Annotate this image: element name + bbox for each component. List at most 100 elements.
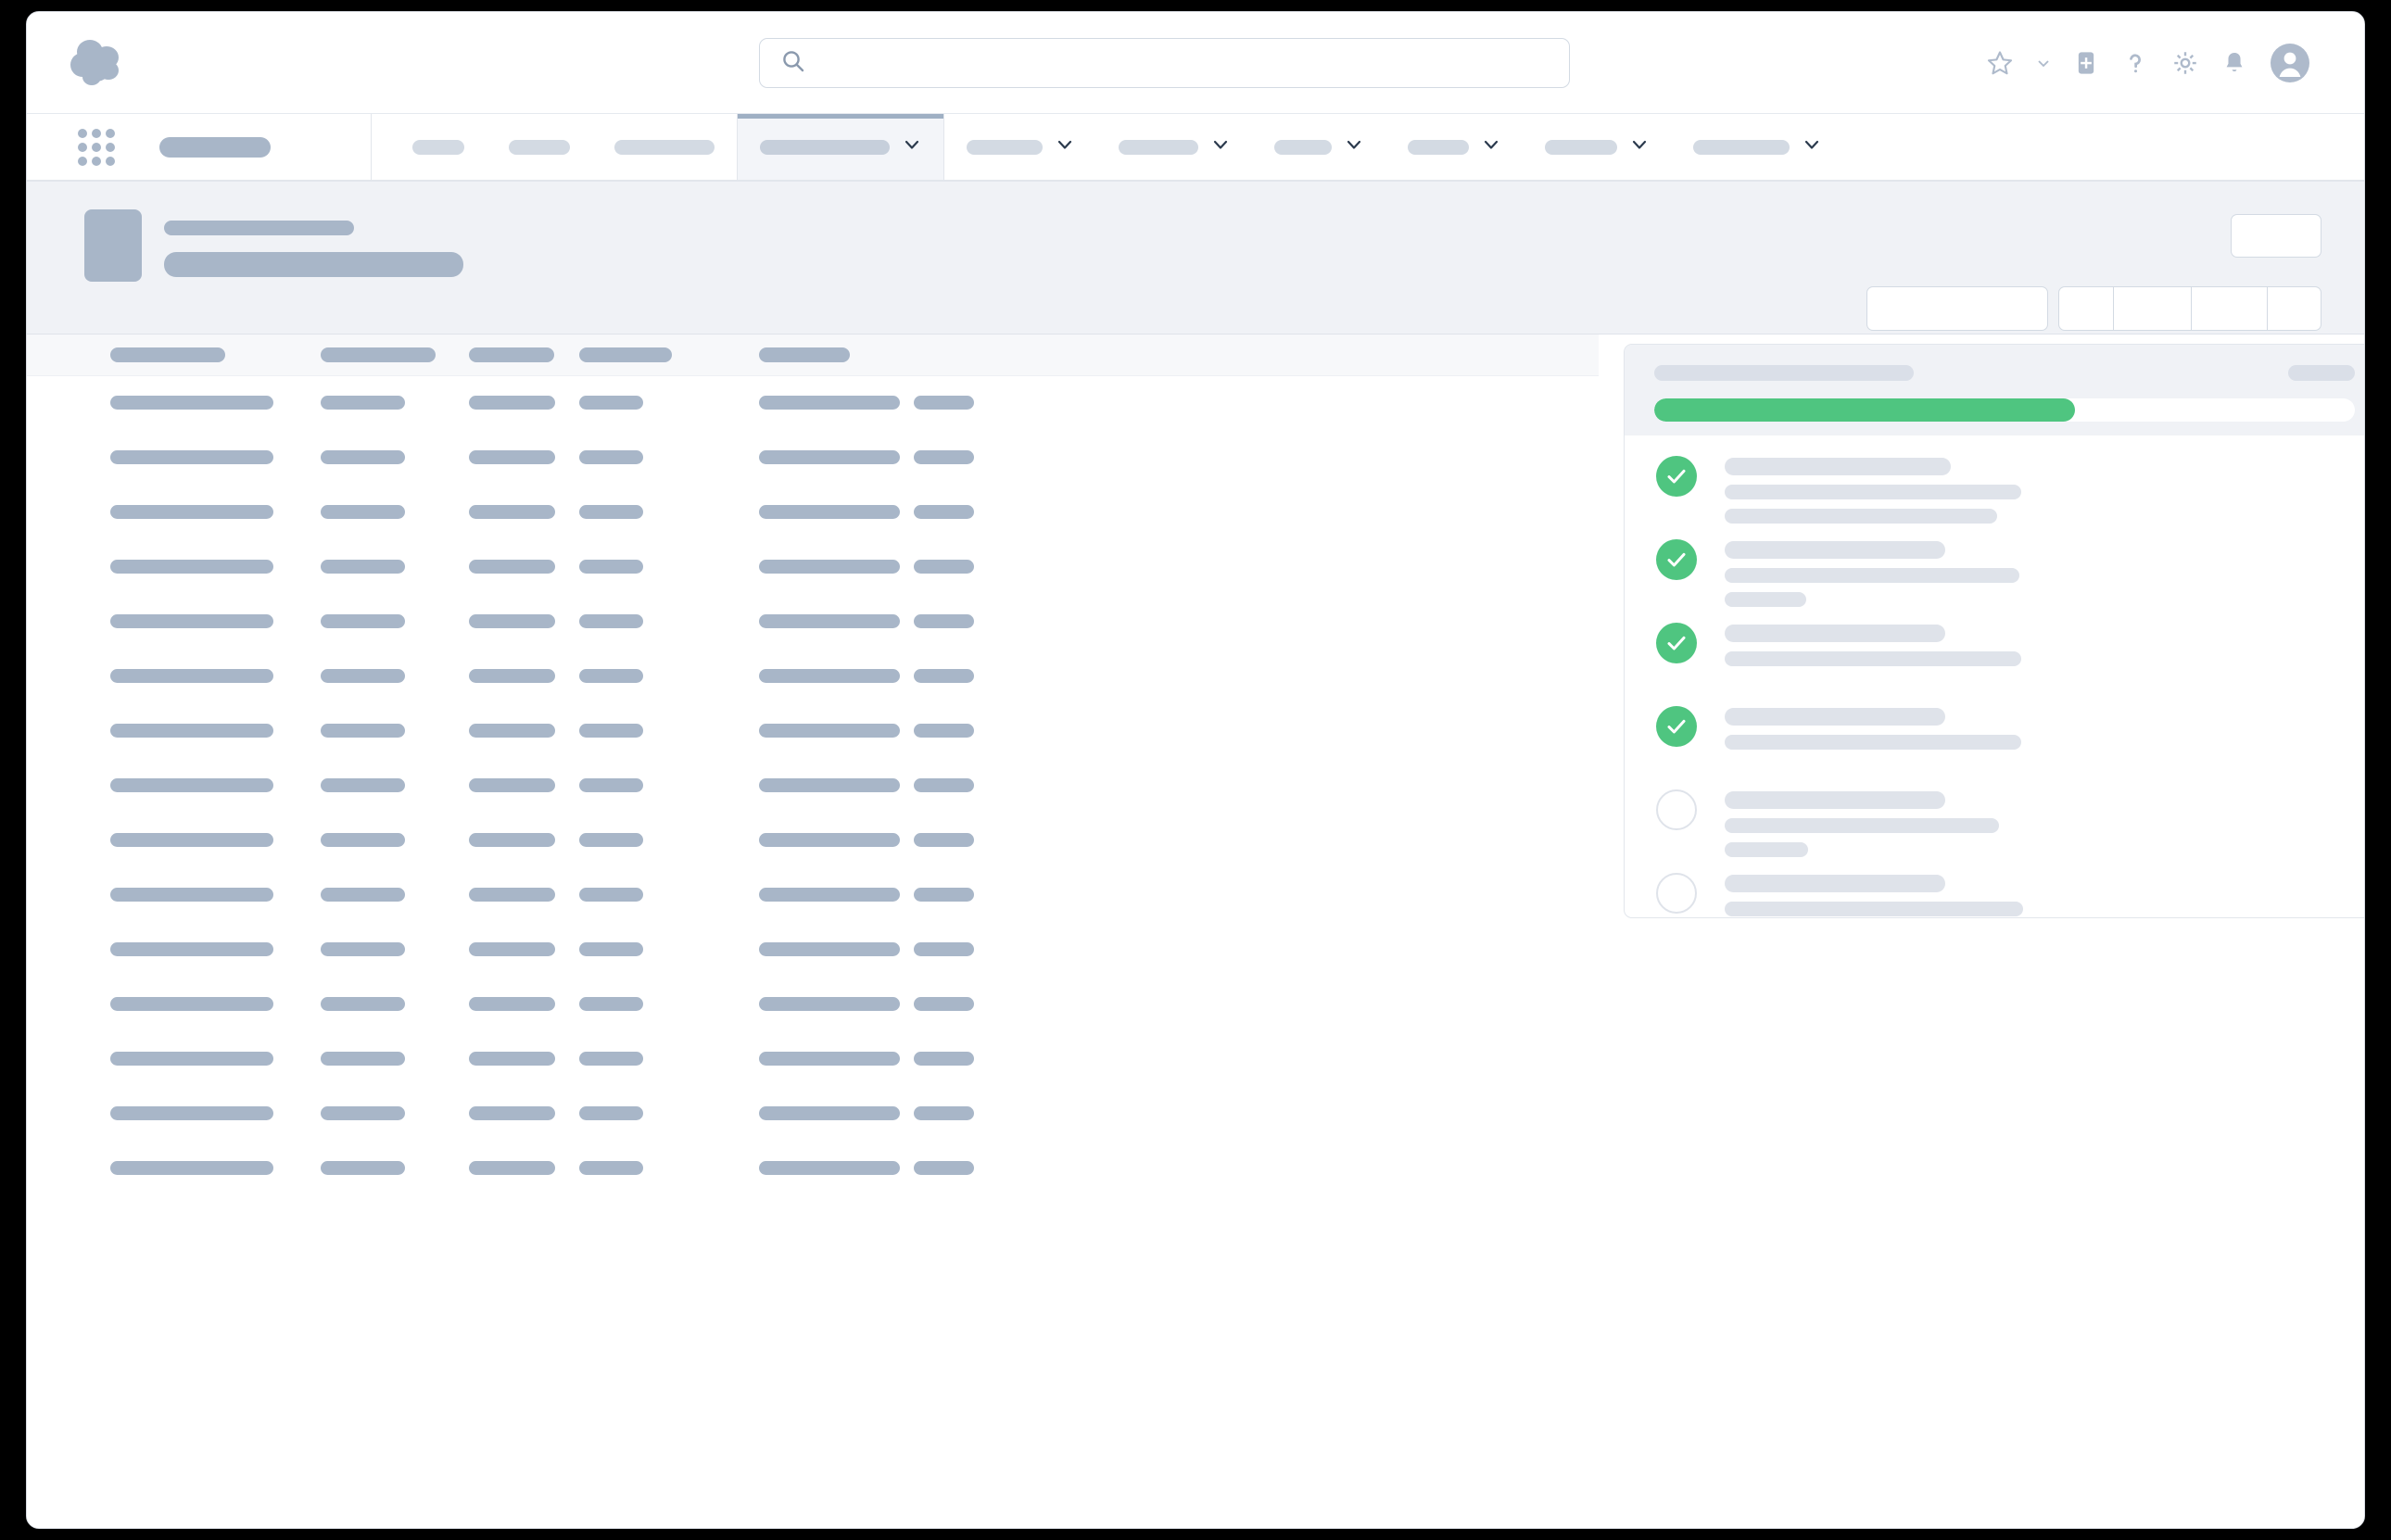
user-avatar-icon[interactable] bbox=[2270, 43, 2310, 83]
table-row[interactable] bbox=[27, 376, 1599, 431]
header-top-button[interactable] bbox=[2231, 214, 2321, 258]
nav-tab-3[interactable] bbox=[737, 114, 944, 180]
table-cell-placeholder bbox=[914, 396, 974, 410]
column-header-1[interactable] bbox=[321, 347, 436, 362]
checklist-item-2[interactable] bbox=[1625, 615, 2364, 699]
favorites-star-icon[interactable] bbox=[1986, 49, 2014, 77]
table-row[interactable] bbox=[27, 431, 1599, 486]
table-cell-placeholder bbox=[110, 669, 273, 683]
nav-tab-label-placeholder bbox=[614, 139, 715, 155]
table-cell-placeholder bbox=[110, 1052, 273, 1066]
table-cell-placeholder bbox=[579, 1052, 643, 1066]
chevron-down-icon[interactable] bbox=[1211, 135, 1230, 158]
empty-circle-icon[interactable] bbox=[1656, 873, 1697, 914]
table-cell-placeholder bbox=[469, 1106, 555, 1120]
check-circle-icon[interactable] bbox=[1656, 623, 1697, 663]
help-question-icon[interactable] bbox=[2121, 49, 2149, 77]
chevron-down-icon[interactable] bbox=[1056, 135, 1074, 158]
table-cell-placeholder bbox=[469, 505, 555, 519]
table-cell-placeholder bbox=[469, 560, 555, 574]
checklist-item-3[interactable] bbox=[1625, 699, 2364, 782]
nav-tab-6[interactable] bbox=[1252, 114, 1385, 180]
header-group-button-3[interactable] bbox=[2268, 286, 2321, 331]
check-circle-icon[interactable] bbox=[1656, 456, 1697, 497]
table-cell-placeholder bbox=[759, 614, 900, 628]
nav-tab-9[interactable] bbox=[1671, 114, 1843, 180]
chevron-down-icon[interactable] bbox=[1345, 135, 1363, 158]
table-cell-placeholder bbox=[759, 1052, 900, 1066]
table-row[interactable] bbox=[27, 868, 1599, 923]
add-box-icon[interactable] bbox=[2073, 50, 2099, 76]
text-line-placeholder bbox=[1725, 485, 2021, 499]
search-input[interactable] bbox=[806, 39, 1569, 87]
nav-tab-8[interactable] bbox=[1523, 114, 1671, 180]
checklist-item-0[interactable] bbox=[1625, 448, 2364, 532]
column-header-2[interactable] bbox=[469, 347, 554, 362]
column-header-3[interactable] bbox=[579, 347, 672, 362]
text-line-placeholder bbox=[1725, 875, 1945, 892]
setup-gear-icon[interactable] bbox=[2171, 49, 2199, 77]
checklist-title-placeholder bbox=[1654, 365, 1914, 381]
progress-bar-fill bbox=[1654, 398, 2075, 422]
chevron-down-icon[interactable] bbox=[903, 135, 921, 158]
global-search-box[interactable] bbox=[759, 38, 1570, 88]
nav-tab-list bbox=[372, 114, 2364, 180]
record-subtitle-placeholder bbox=[164, 221, 354, 235]
check-circle-icon[interactable] bbox=[1656, 706, 1697, 747]
table-row[interactable] bbox=[27, 650, 1599, 704]
table-row[interactable] bbox=[27, 540, 1599, 595]
table-cell-placeholder bbox=[469, 888, 555, 902]
table-cell-placeholder bbox=[759, 1106, 900, 1120]
table-cell-placeholder bbox=[469, 833, 555, 847]
table-cell-placeholder bbox=[321, 1161, 405, 1175]
nav-tab-7[interactable] bbox=[1385, 114, 1523, 180]
header-action-button-0[interactable] bbox=[1866, 286, 2048, 331]
app-name-placeholder[interactable] bbox=[159, 136, 271, 158]
chevron-down-icon[interactable] bbox=[1630, 135, 1649, 158]
column-header-4[interactable] bbox=[759, 347, 850, 362]
table-row[interactable] bbox=[27, 923, 1599, 978]
nav-tab-label-placeholder bbox=[1274, 139, 1332, 155]
table-cell-placeholder bbox=[579, 396, 643, 410]
header-group-button-1[interactable] bbox=[2114, 286, 2192, 331]
chevron-down-icon[interactable] bbox=[1482, 135, 1500, 158]
table-cell-placeholder bbox=[914, 614, 974, 628]
cloud-logo-icon[interactable] bbox=[66, 37, 129, 89]
table-row[interactable] bbox=[27, 595, 1599, 650]
header-group-button-2[interactable] bbox=[2192, 286, 2268, 331]
header-action-buttons bbox=[1866, 286, 2321, 331]
table-cell-placeholder bbox=[759, 669, 900, 683]
record-page-header bbox=[27, 182, 2364, 335]
table-row[interactable] bbox=[27, 486, 1599, 540]
notifications-bell-icon[interactable] bbox=[2221, 50, 2247, 76]
checklist-item-4[interactable] bbox=[1625, 782, 2364, 865]
text-line-placeholder bbox=[1725, 791, 1945, 809]
table-row[interactable] bbox=[27, 978, 1599, 1032]
check-circle-icon[interactable] bbox=[1656, 539, 1697, 580]
empty-circle-icon[interactable] bbox=[1656, 789, 1697, 830]
column-header-0[interactable] bbox=[110, 347, 225, 362]
table-cell-placeholder bbox=[759, 724, 900, 738]
table-row[interactable] bbox=[27, 1142, 1599, 1196]
table-row[interactable] bbox=[27, 1032, 1599, 1087]
app-launcher-waffle-icon[interactable] bbox=[78, 128, 115, 166]
header-group-button-0[interactable] bbox=[2058, 286, 2114, 331]
nav-tab-5[interactable] bbox=[1096, 114, 1252, 180]
table-cell-placeholder bbox=[110, 888, 273, 902]
nav-tab-0[interactable] bbox=[390, 114, 487, 180]
table-row[interactable] bbox=[27, 704, 1599, 759]
checklist-item-5[interactable] bbox=[1625, 865, 2364, 917]
table-cell-placeholder bbox=[321, 396, 405, 410]
nav-tab-2[interactable] bbox=[592, 114, 737, 180]
nav-tab-1[interactable] bbox=[487, 114, 592, 180]
table-row[interactable] bbox=[27, 759, 1599, 814]
nav-tab-4[interactable] bbox=[944, 114, 1096, 180]
table-row[interactable] bbox=[27, 814, 1599, 868]
checklist-item-1[interactable] bbox=[1625, 532, 2364, 615]
chevron-down-icon[interactable] bbox=[1803, 135, 1821, 158]
chevron-down-icon[interactable] bbox=[2036, 56, 2051, 70]
table-cell-placeholder bbox=[579, 505, 643, 519]
table-cell-placeholder bbox=[110, 560, 273, 574]
table-cell-placeholder bbox=[110, 614, 273, 628]
table-row[interactable] bbox=[27, 1087, 1599, 1142]
